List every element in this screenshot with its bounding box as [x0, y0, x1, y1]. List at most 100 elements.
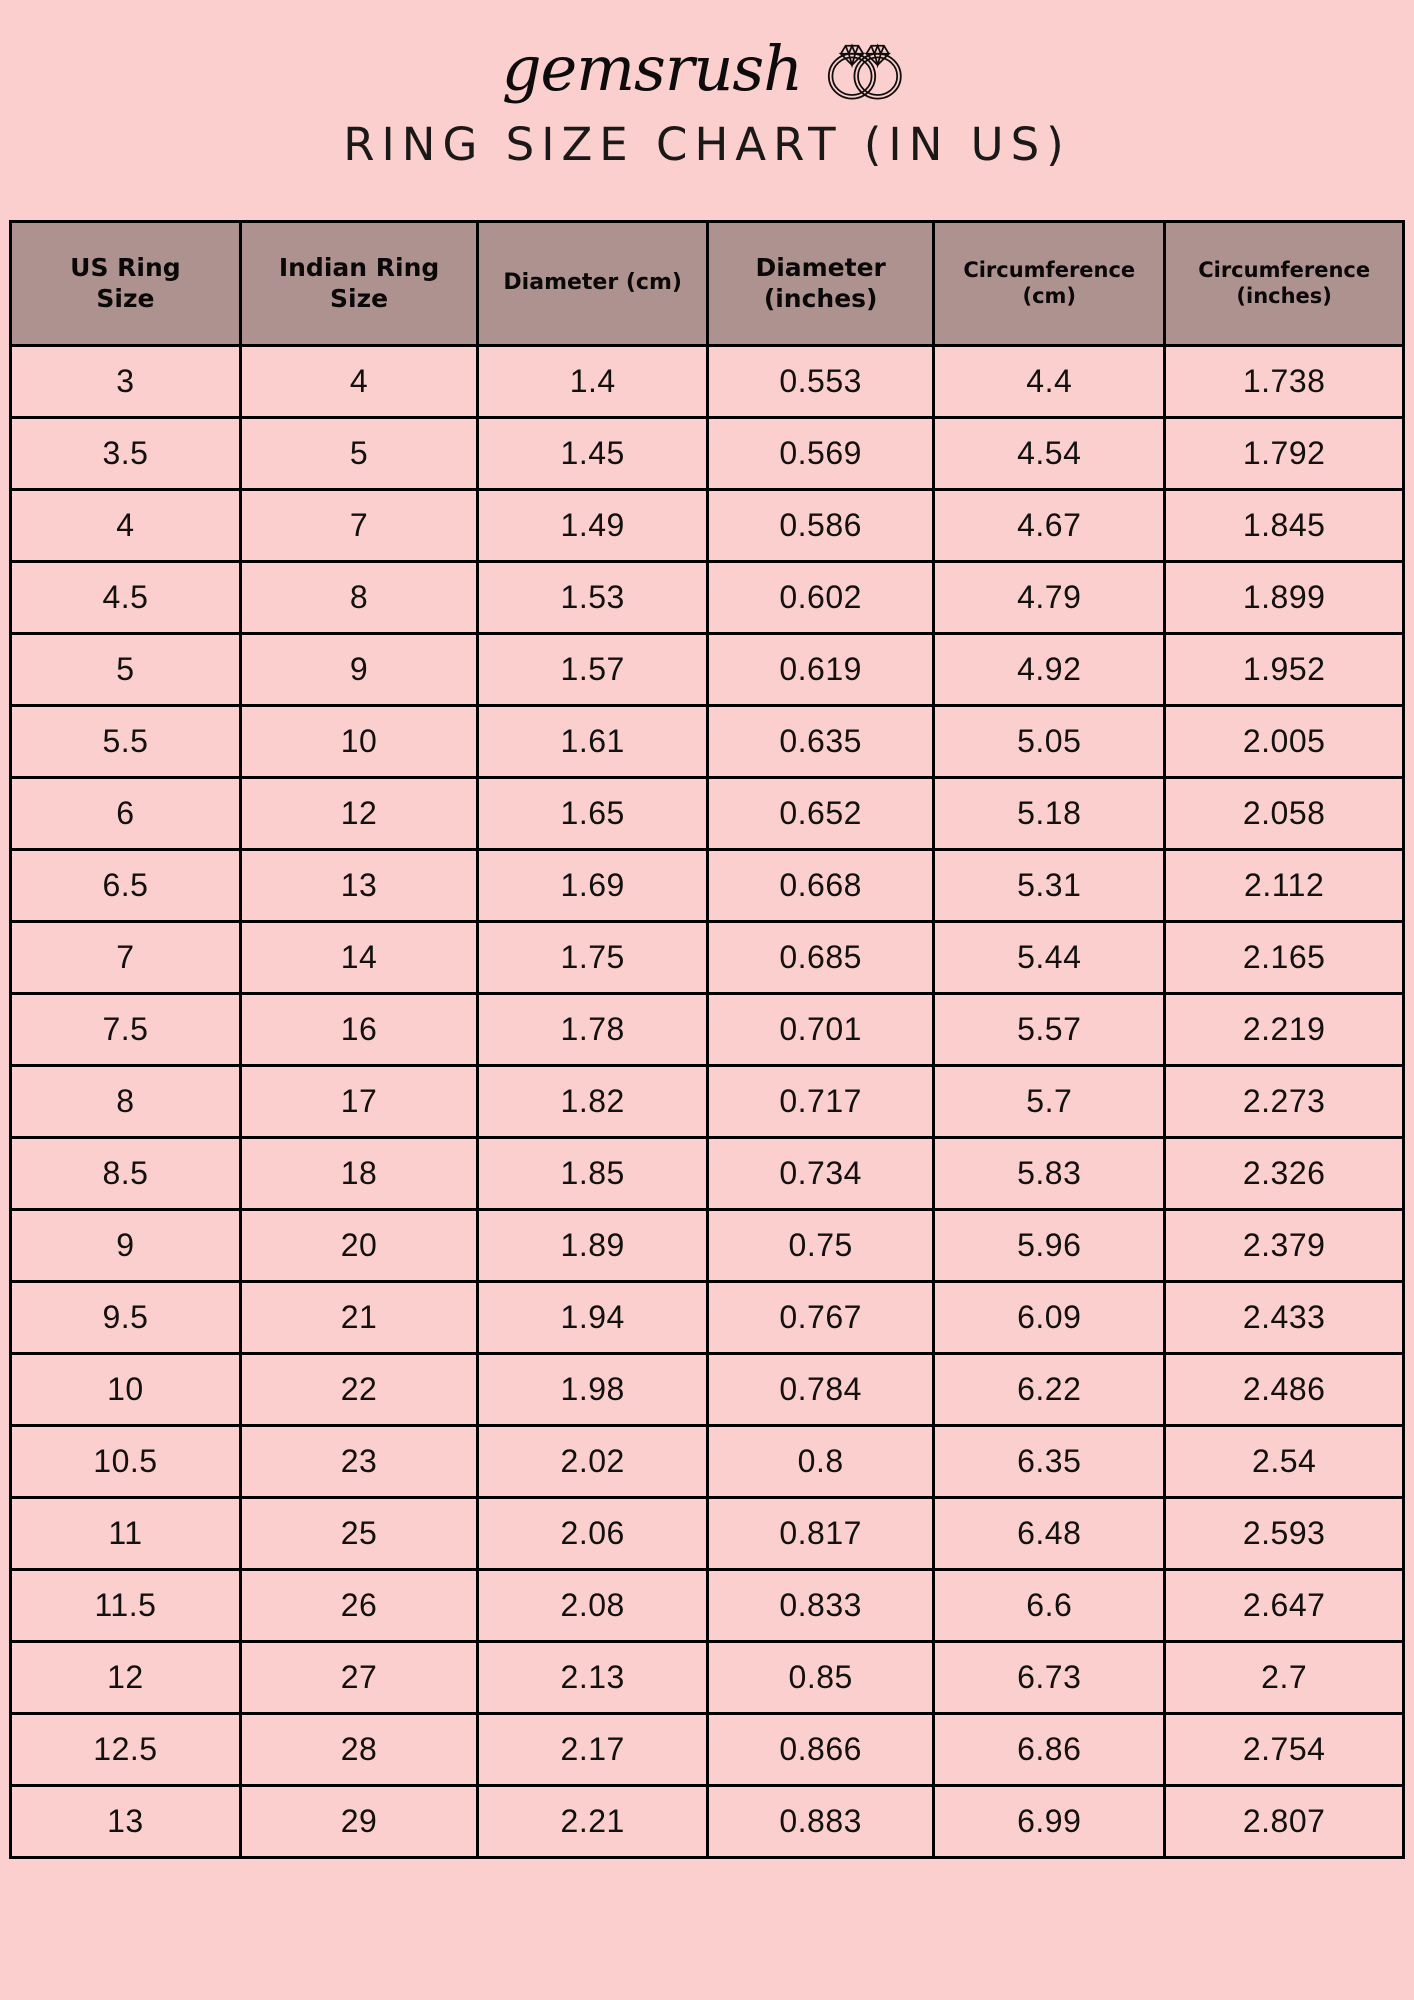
table-row: 6 12 1.65 0.652 5.18 2.058 [9, 776, 1405, 851]
cell-diameter-inches: 0.602 [706, 560, 936, 635]
cell-diameter-inches: 0.685 [706, 920, 936, 995]
table-row: 9.5 21 1.94 0.767 6.09 2.433 [9, 1280, 1405, 1355]
cell-circumference-inches: 1.899 [1163, 560, 1405, 635]
cell-circumference-cm: 5.83 [932, 1136, 1167, 1211]
cell-diameter-cm: 1.75 [476, 920, 710, 995]
cell-circumference-inches: 1.738 [1163, 344, 1405, 419]
cell-circumference-inches: 2.54 [1163, 1424, 1405, 1499]
cell-circumference-inches: 2.433 [1163, 1280, 1405, 1355]
cell-circumference-cm: 6.6 [932, 1568, 1167, 1643]
table-row: 12.5 28 2.17 0.866 6.86 2.754 [9, 1712, 1405, 1787]
cell-circumference-cm: 5.31 [932, 848, 1167, 923]
page-title: RING SIZE CHART (IN US) [343, 118, 1071, 171]
cell-diameter-inches: 0.619 [706, 632, 936, 707]
cell-diameter-cm: 1.94 [476, 1280, 710, 1355]
column-header-circumference-cm: Circumference (cm) [932, 220, 1167, 347]
table-row: 10 22 1.98 0.784 6.22 2.486 [9, 1352, 1405, 1427]
cell-diameter-cm: 2.02 [476, 1424, 710, 1499]
cell-circumference-cm: 5.05 [932, 704, 1167, 779]
cell-circumference-inches: 2.7 [1163, 1640, 1405, 1715]
cell-us-ring-size: 6.5 [9, 848, 242, 923]
cell-us-ring-size: 12 [9, 1640, 242, 1715]
cell-indian-ring-size: 13 [238, 848, 480, 923]
cell-diameter-cm: 1.65 [476, 776, 710, 851]
cell-circumference-inches: 1.952 [1163, 632, 1405, 707]
table-row: 7.5 16 1.78 0.701 5.57 2.219 [9, 992, 1405, 1067]
cell-diameter-inches: 0.817 [706, 1496, 936, 1571]
table-header-row: US Ring Size Indian Ring Size Diameter (… [9, 220, 1405, 347]
cell-circumference-inches: 1.792 [1163, 416, 1405, 491]
cell-us-ring-size: 11 [9, 1496, 242, 1571]
cell-circumference-inches: 2.112 [1163, 848, 1405, 923]
cell-circumference-cm: 6.22 [932, 1352, 1167, 1427]
cell-indian-ring-size: 23 [238, 1424, 480, 1499]
cell-us-ring-size: 3 [9, 344, 242, 419]
cell-us-ring-size: 10.5 [9, 1424, 242, 1499]
cell-indian-ring-size: 20 [238, 1208, 480, 1283]
ring-size-table-wrap: US Ring Size Indian Ring Size Diameter (… [9, 220, 1405, 1859]
cell-circumference-inches: 2.379 [1163, 1208, 1405, 1283]
cell-us-ring-size: 11.5 [9, 1568, 242, 1643]
cell-us-ring-size: 10 [9, 1352, 242, 1427]
cell-us-ring-size: 9.5 [9, 1280, 242, 1355]
cell-indian-ring-size: 27 [238, 1640, 480, 1715]
header-line: Diameter (cm) [503, 270, 682, 296]
table-row: 10.5 23 2.02 0.8 6.35 2.54 [9, 1424, 1405, 1499]
cell-us-ring-size: 6 [9, 776, 242, 851]
cell-diameter-inches: 0.569 [706, 416, 936, 491]
cell-diameter-inches: 0.635 [706, 704, 936, 779]
cell-diameter-inches: 0.767 [706, 1280, 936, 1355]
header-line: Circumference [963, 257, 1136, 282]
cell-indian-ring-size: 21 [238, 1280, 480, 1355]
cell-circumference-cm: 6.09 [932, 1280, 1167, 1355]
cell-indian-ring-size: 10 [238, 704, 480, 779]
cell-diameter-inches: 0.866 [706, 1712, 936, 1787]
header-line: US Ring [70, 253, 181, 282]
cell-indian-ring-size: 18 [238, 1136, 480, 1211]
cell-circumference-inches: 2.486 [1163, 1352, 1405, 1427]
header-line: (inches) [1236, 283, 1332, 308]
brand-header: gemsrush [0, 0, 1414, 100]
column-header-circumference-inches: Circumference (inches) [1163, 220, 1405, 347]
cell-diameter-cm: 1.61 [476, 704, 710, 779]
cell-circumference-inches: 2.058 [1163, 776, 1405, 851]
cell-circumference-cm: 4.67 [932, 488, 1167, 563]
cell-diameter-inches: 0.701 [706, 992, 936, 1067]
cell-indian-ring-size: 4 [238, 344, 480, 419]
table-row: 8 17 1.82 0.717 5.7 2.273 [9, 1064, 1405, 1139]
cell-circumference-cm: 6.99 [932, 1784, 1167, 1859]
cell-indian-ring-size: 28 [238, 1712, 480, 1787]
cell-diameter-cm: 2.13 [476, 1640, 710, 1715]
table-row: 13 29 2.21 0.883 6.99 2.807 [9, 1784, 1405, 1859]
cell-diameter-cm: 1.53 [476, 560, 710, 635]
cell-circumference-inches: 2.326 [1163, 1136, 1405, 1211]
cell-us-ring-size: 12.5 [9, 1712, 242, 1787]
header-line: Size [96, 283, 155, 313]
cell-us-ring-size: 4 [9, 488, 242, 563]
header-line: (cm) [1022, 283, 1077, 308]
cell-circumference-inches: 2.593 [1163, 1496, 1405, 1571]
cell-diameter-cm: 1.89 [476, 1208, 710, 1283]
cell-circumference-inches: 2.005 [1163, 704, 1405, 779]
cell-diameter-cm: 1.49 [476, 488, 710, 563]
cell-indian-ring-size: 16 [238, 992, 480, 1067]
cell-us-ring-size: 5 [9, 632, 242, 707]
cell-circumference-cm: 4.79 [932, 560, 1167, 635]
header-line: Indian Ring [278, 253, 440, 282]
column-header-indian-ring-size: Indian Ring Size [238, 220, 480, 347]
cell-circumference-cm: 6.35 [932, 1424, 1167, 1499]
cell-diameter-inches: 0.734 [706, 1136, 936, 1211]
cell-diameter-cm: 2.08 [476, 1568, 710, 1643]
cell-circumference-cm: 6.86 [932, 1712, 1167, 1787]
table-row: 8.5 18 1.85 0.734 5.83 2.326 [9, 1136, 1405, 1211]
table-head: US Ring Size Indian Ring Size Diameter (… [9, 220, 1405, 347]
table-row: 4 7 1.49 0.586 4.67 1.845 [9, 488, 1405, 563]
cell-diameter-inches: 0.85 [706, 1640, 936, 1715]
cell-indian-ring-size: 9 [238, 632, 480, 707]
cell-circumference-cm: 6.73 [932, 1640, 1167, 1715]
cell-indian-ring-size: 17 [238, 1064, 480, 1139]
cell-diameter-inches: 0.553 [706, 344, 936, 419]
cell-diameter-inches: 0.833 [706, 1568, 936, 1643]
table-row: 3.5 5 1.45 0.569 4.54 1.792 [9, 416, 1405, 491]
